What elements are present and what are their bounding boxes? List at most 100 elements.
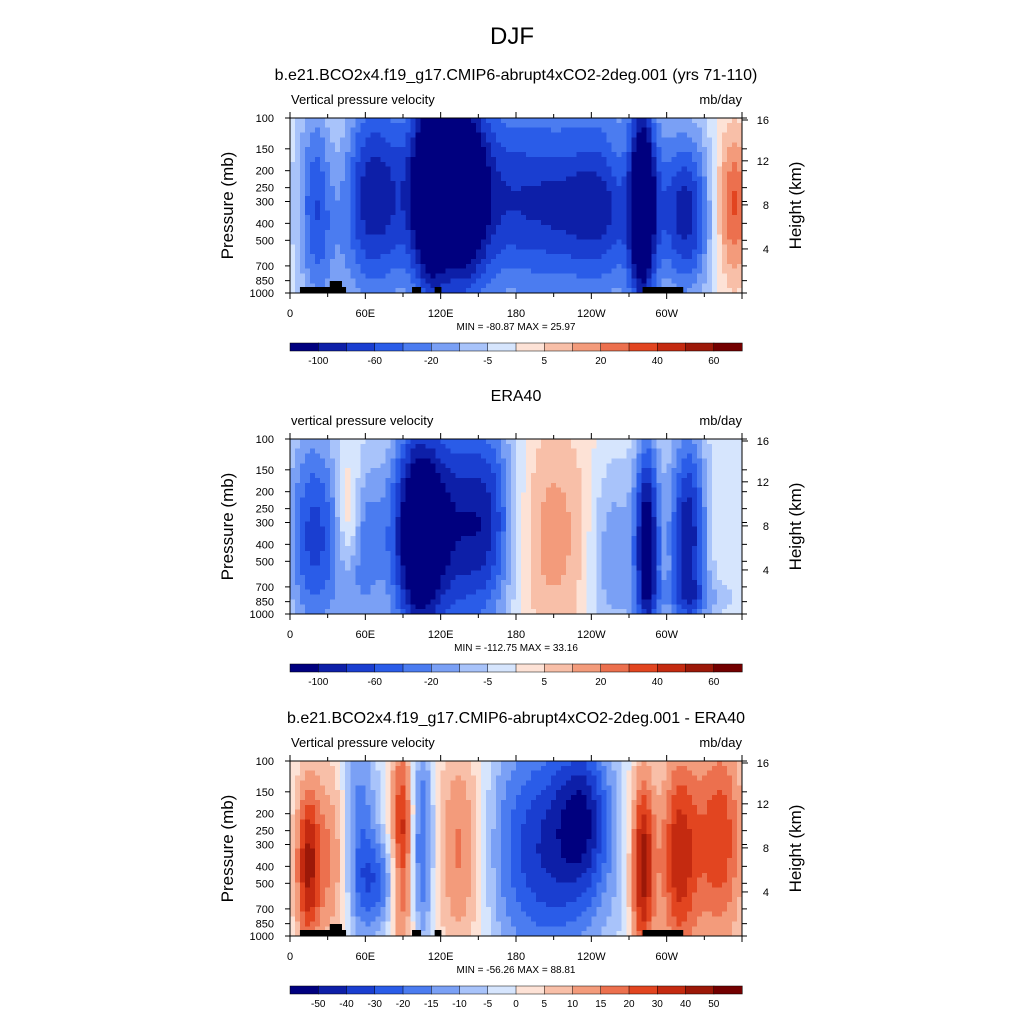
field-cell [415,161,422,168]
field-cell [646,147,653,153]
field-cell [415,609,422,615]
field-cell [375,215,381,221]
field-cell [445,443,452,450]
field-cell [681,176,688,182]
field-cell [440,487,447,494]
field-cell [485,190,492,197]
field-cell [405,137,412,143]
field-cell [505,161,512,168]
field-cell [460,254,467,260]
field-cell [310,521,316,528]
field-cell [430,234,437,241]
field-cell [355,244,361,250]
field-cell [626,176,633,182]
field-cell [470,161,477,168]
field-cell [410,570,417,576]
field-cell [691,288,698,294]
field-cell [701,156,708,163]
field-cell [611,195,618,202]
field-cell [656,122,663,129]
field-cell [310,137,316,143]
field-cell [355,152,361,158]
field-cell [541,190,547,197]
field-cell [350,118,356,124]
field-cell [586,195,592,202]
field-cell [556,224,562,231]
field-cell [365,118,371,124]
field-cell [626,239,633,245]
field-cell [350,263,356,270]
pressure-axis-label: Pressure (mb) [218,152,237,260]
field-cell [641,118,648,124]
field-cell [335,137,341,143]
field-cell [425,443,432,450]
field-cell [526,181,532,187]
field-cell [335,468,341,474]
field-cell [701,288,708,294]
field-cell [490,575,497,581]
field-cell [370,122,376,129]
field-cell [726,190,733,197]
field-cell [591,220,597,226]
field-cell [450,205,457,211]
field-cell [350,550,356,557]
field-cell [365,254,371,260]
field-cell [330,555,336,562]
field-cell [440,589,447,596]
field-cell [295,224,301,231]
field-cell [571,288,577,294]
field-cell [405,473,412,479]
field-cell [405,234,412,241]
field-cell [651,239,658,245]
field-cell [450,565,457,571]
field-cell [310,190,316,197]
field-cell [320,181,326,187]
field-cell [435,604,442,610]
colorbar-swatch [600,342,630,352]
field-cell [400,239,407,245]
field-cell [315,137,321,143]
field-cell [410,142,417,148]
field-cell [345,443,351,450]
field-cell [390,283,397,289]
field-cell [350,244,356,250]
field-cell [521,258,527,265]
field-cell [686,229,693,236]
field-cell [596,137,602,143]
field-cell [510,254,517,260]
field-cell [536,249,542,255]
field-cell [370,147,376,153]
field-cell [435,263,442,270]
field-cell [290,278,296,284]
field-cell [611,200,618,207]
field-cell [325,550,331,557]
field-cell [405,565,412,571]
field-cell [686,132,693,139]
field-cell [355,288,361,294]
field-cell [355,186,361,192]
field-cell [541,254,547,260]
field-cell [510,210,517,216]
field-cell [490,550,497,557]
field-cell [435,550,442,557]
field-cell [450,511,457,518]
field-cell [360,477,366,484]
field-cell [410,166,417,173]
field-cell [460,536,467,542]
field-cell [646,249,653,255]
field-cell [400,448,407,455]
field-cell [370,492,376,498]
field-cell [500,210,507,216]
field-cell [340,229,346,236]
field-cell [390,200,397,207]
field-cell [490,497,497,503]
field-cell [365,487,371,494]
field-cell [395,599,402,605]
field-cell [310,609,316,615]
field-cell [480,521,487,528]
field-cell [335,487,341,494]
field-cell [290,176,296,182]
field-cell [531,152,537,158]
field-cell [641,220,648,226]
field-cell [490,565,497,571]
